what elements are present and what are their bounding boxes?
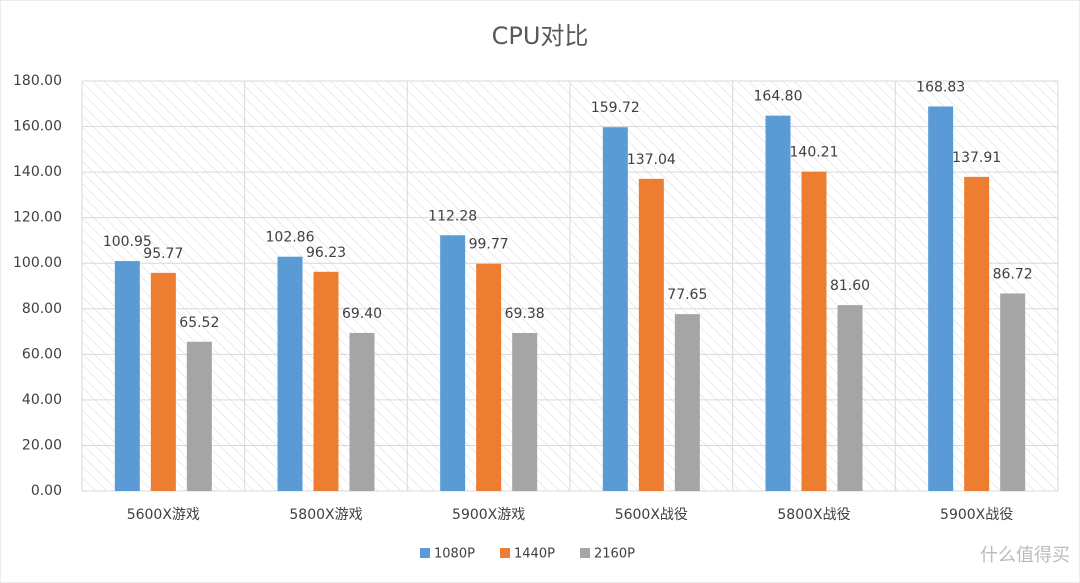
data-label: 95.77: [143, 246, 183, 262]
x-tick-label: 5900X游戏: [452, 507, 525, 523]
data-label: 99.77: [469, 237, 509, 253]
bar: [765, 115, 791, 491]
data-label: 140.21: [790, 145, 839, 161]
data-label: 137.04: [627, 152, 676, 168]
bar: [928, 106, 954, 491]
legend-swatch: [420, 548, 430, 558]
x-tick-label: 5600X游戏: [127, 507, 200, 523]
bar: [674, 314, 700, 491]
bar: [150, 272, 176, 491]
data-label: 112.28: [428, 208, 477, 224]
x-tick-label: 5900X战役: [940, 507, 1013, 523]
bar: [512, 332, 538, 491]
bar: [440, 235, 466, 491]
bar: [1000, 293, 1026, 491]
bar: [277, 256, 303, 491]
bar: [638, 178, 664, 491]
data-label: 77.65: [667, 287, 707, 303]
legend-label: 1440P: [514, 547, 555, 562]
watermark: 什么值得买: [980, 545, 1070, 566]
data-label: 69.40: [342, 306, 382, 322]
y-tick-label: 60.00: [22, 346, 62, 362]
legend-swatch: [580, 548, 590, 558]
y-tick-label: 120.00: [13, 210, 62, 226]
y-tick-label: 180.00: [13, 73, 62, 89]
bar: [964, 176, 990, 491]
legend-label: 2160P: [594, 547, 635, 562]
data-label: 159.72: [591, 100, 640, 116]
data-label: 137.91: [952, 150, 1001, 166]
y-tick-label: 20.00: [22, 437, 62, 453]
x-tick-label: 5800X游戏: [289, 507, 362, 523]
y-tick-label: 100.00: [13, 255, 62, 271]
data-label: 96.23: [306, 245, 346, 261]
bar: [114, 261, 140, 491]
data-label: 164.80: [754, 89, 803, 105]
bar: [801, 171, 827, 491]
bar: [602, 127, 628, 492]
y-tick-label: 140.00: [13, 164, 62, 180]
data-label: 69.38: [505, 306, 545, 322]
bar: [186, 341, 212, 491]
bar: [313, 271, 339, 491]
bar: [476, 263, 502, 491]
data-label: 81.60: [830, 278, 870, 294]
x-tick-label: 5600X战役: [615, 507, 688, 523]
data-label: 102.86: [266, 230, 315, 246]
x-tick-label: 5800X战役: [777, 507, 850, 523]
bar: [837, 305, 863, 491]
data-label: 100.95: [103, 234, 152, 250]
bar: [349, 332, 375, 491]
data-label: 65.52: [179, 315, 219, 331]
legend-swatch: [500, 548, 510, 558]
data-label: 168.83: [916, 79, 965, 95]
y-tick-label: 80.00: [22, 301, 62, 317]
y-tick-label: 160.00: [13, 119, 62, 135]
data-label: 86.72: [993, 266, 1033, 282]
y-tick-label: 40.00: [22, 392, 62, 408]
y-tick-label: 0.00: [31, 483, 62, 499]
legend-label: 1080P: [434, 547, 475, 562]
chart-title: CPU对比: [492, 22, 589, 50]
